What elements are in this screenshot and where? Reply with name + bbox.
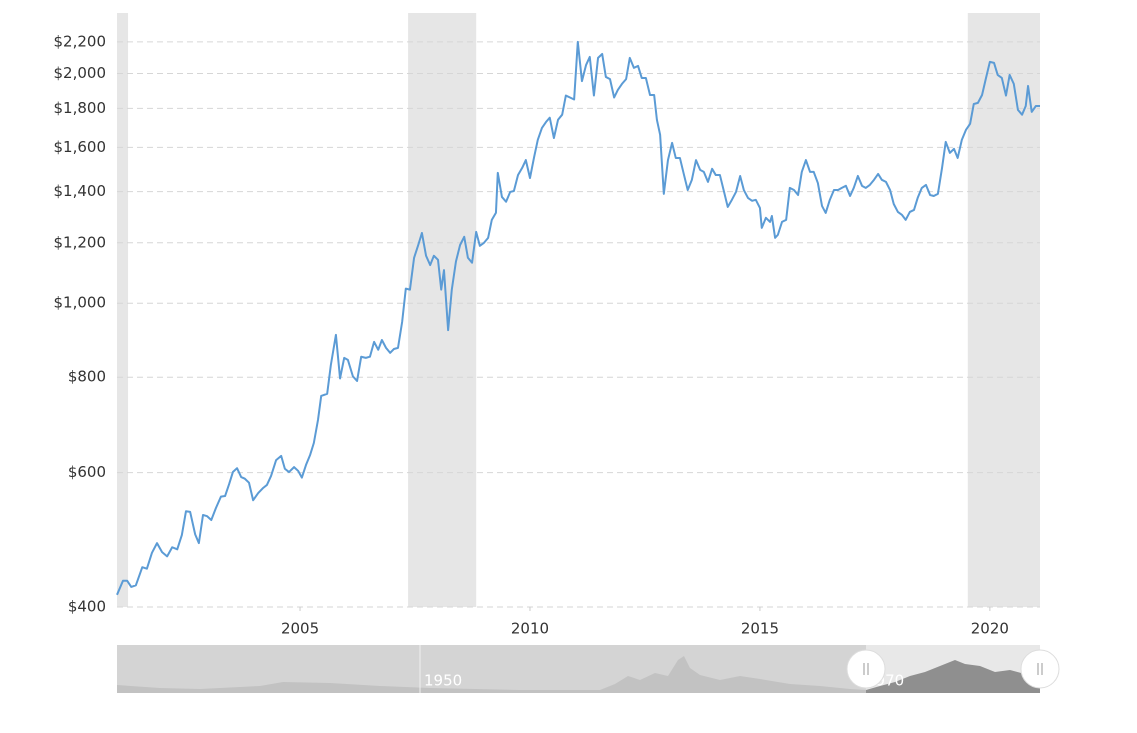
x-tick-label: 2020 bbox=[971, 620, 1009, 638]
ticks: $400 $600 $800 $1,000 $1,200 $1,400 $1,600 $1,8… bbox=[54, 32, 1009, 637]
navigator-handle[interactable] bbox=[846, 649, 886, 689]
handle-circle[interactable] bbox=[846, 649, 886, 689]
y-tick-label: $400 bbox=[68, 598, 106, 616]
navigator-label: 1950 bbox=[424, 672, 462, 690]
navigator[interactable]: 1950 1970 bbox=[117, 645, 1060, 693]
y-tick-label: $1,600 bbox=[54, 138, 107, 156]
y-tick-label: $2,200 bbox=[54, 32, 107, 50]
y-tick-label: $800 bbox=[68, 368, 106, 386]
navigator-area-selected bbox=[866, 660, 1040, 693]
y-tick-label: $600 bbox=[68, 463, 106, 481]
shaded-range bbox=[967, 13, 1040, 607]
navigator-area bbox=[117, 656, 866, 693]
y-tick-label: $1,200 bbox=[54, 233, 107, 251]
x-tick-label: 2005 bbox=[281, 620, 319, 638]
navigator-handle[interactable] bbox=[1020, 649, 1060, 689]
y-tick-label: $1,800 bbox=[54, 99, 107, 117]
plot bbox=[116, 40, 1040, 596]
y-tick-label: $1,400 bbox=[54, 182, 107, 200]
grid bbox=[117, 41, 1040, 608]
shaded-range bbox=[408, 13, 477, 607]
y-tick-label: $1,000 bbox=[54, 294, 107, 312]
price-line bbox=[116, 40, 1040, 596]
shaded-range bbox=[117, 13, 129, 607]
x-tick-label: 2015 bbox=[741, 620, 779, 638]
x-tick-label: 2010 bbox=[511, 620, 549, 638]
handle-circle[interactable] bbox=[1020, 649, 1060, 689]
recession-shading bbox=[117, 13, 1040, 607]
y-tick-label: $2,000 bbox=[54, 64, 107, 82]
